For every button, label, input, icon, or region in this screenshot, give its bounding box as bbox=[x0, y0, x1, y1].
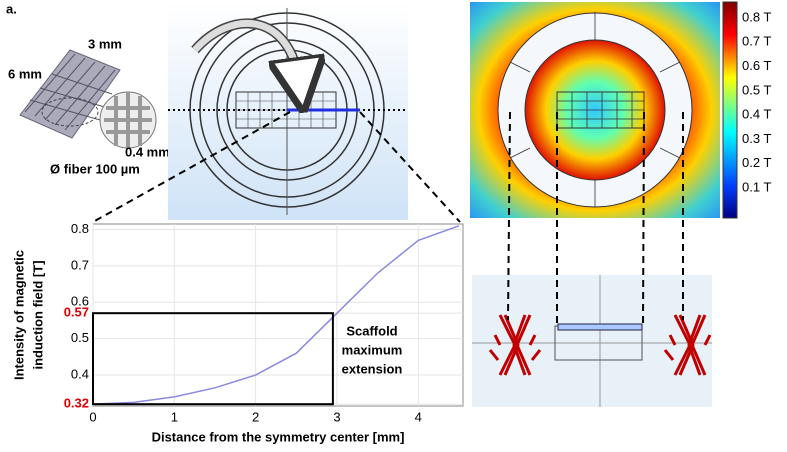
curve bbox=[92, 225, 460, 405]
geometry-panel bbox=[168, 2, 408, 220]
vector-field bbox=[472, 275, 712, 407]
y-tick-label: 0.4 bbox=[71, 366, 89, 381]
y-tick-label: 0.32 bbox=[64, 396, 89, 411]
colorbar-label: 0.3 T bbox=[742, 131, 771, 146]
x-tick-label: 1 bbox=[171, 409, 178, 424]
x-tick-label: 3 bbox=[333, 409, 340, 424]
scaffold-fiber: Ø fiber 100 µm bbox=[50, 161, 140, 176]
scaffold-box bbox=[92, 312, 334, 406]
colorbar-label: 0.5 T bbox=[742, 82, 771, 97]
scaffold-width: 3 mm bbox=[88, 36, 122, 51]
colorbar-label: 0.7 T bbox=[742, 34, 771, 49]
connectors bbox=[92, 111, 684, 326]
colorbar-label: 0.6 T bbox=[742, 58, 771, 73]
scaffold-pore: 0.4 mm bbox=[125, 144, 170, 159]
x-tick-label: 2 bbox=[252, 409, 259, 424]
annotation: Scaffold bbox=[346, 323, 397, 338]
x-tick-label: 0 bbox=[89, 409, 96, 424]
scaffold-sketch bbox=[19, 49, 157, 149]
y-tick-label: 0.6 bbox=[71, 294, 89, 309]
y-tick-label: 0.5 bbox=[71, 330, 89, 345]
colorbar-label: 0.2 T bbox=[742, 155, 771, 170]
y-axis-label: Intensity of magnetic bbox=[11, 250, 26, 380]
field-map bbox=[470, 1, 738, 219]
colorbar-label: 0.8 T bbox=[742, 9, 771, 24]
scaffold-length: 6 mm bbox=[8, 66, 42, 81]
y-tick-label: 0.57 bbox=[64, 305, 89, 320]
y-tick-label: 0.8 bbox=[71, 221, 89, 236]
y-tick-label: 0.7 bbox=[71, 257, 89, 272]
y-axis-label: induction field [T] bbox=[30, 260, 45, 369]
annotation: maximum bbox=[342, 342, 403, 357]
colorbar-label: 0.4 T bbox=[742, 107, 771, 122]
panel-label: a. bbox=[6, 1, 17, 16]
chart: 0 1 2 3 4 0.32 0.4 0.5 0.570.6 0.7 0.8 Scaffold maxi… bbox=[11, 221, 464, 444]
x-axis-label: Distance from the symmetry center [mm] bbox=[152, 429, 405, 444]
colorbar-label: 0.1 T bbox=[742, 180, 771, 195]
plot-area bbox=[92, 223, 464, 407]
annotation: extension bbox=[342, 361, 403, 376]
x-tick-label: 4 bbox=[415, 409, 422, 424]
